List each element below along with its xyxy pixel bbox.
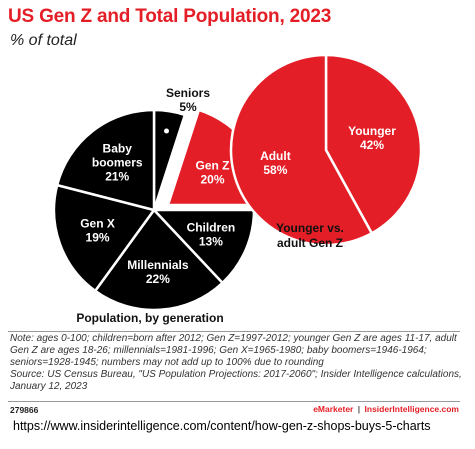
source-text: Source: US Census Bureau, "US Population… bbox=[10, 369, 462, 392]
pie-label-baby-boomers: Baby boomers 21% bbox=[92, 142, 143, 184]
chart-subtitle: % of total bbox=[10, 32, 77, 49]
pie-label-children: Children 13% bbox=[187, 221, 236, 249]
pie-slice-baby-boomers bbox=[55, 108, 156, 212]
chart-title: US Gen Z and Total Population, 2023 bbox=[8, 6, 332, 27]
pie-slice-gen-x bbox=[52, 183, 157, 293]
note-text: Note: ages 0-100; children=born after 20… bbox=[10, 333, 457, 368]
footer-divider bbox=[8, 401, 460, 402]
pie-label-gen-z: Gen Z 20% bbox=[195, 159, 229, 187]
note-divider bbox=[8, 331, 460, 332]
pie-label-seniors: Seniors 5% bbox=[166, 86, 210, 114]
brand-line: eMarketer | InsiderIntelligence.com bbox=[313, 404, 459, 414]
pie-label-younger: Younger 42% bbox=[348, 124, 396, 152]
chart-area: Seniors 5% Gen Z 20% Children 13% Millennials 2… bbox=[52, 53, 423, 325]
brand-insider-intelligence: InsiderIntelligence.com bbox=[364, 404, 459, 414]
pie-slice-younger bbox=[324, 53, 423, 235]
chart-id: 279866 bbox=[10, 405, 39, 415]
chart-note: Note: ages 0-100; children=born after 20… bbox=[10, 333, 462, 393]
brand-emarketer: eMarketer bbox=[313, 404, 354, 414]
pie-caption-younger-vs-adult-gen-z: Younger vs. adult Gen Z bbox=[276, 221, 344, 250]
pie-label-millennials: Millennials 22% bbox=[127, 258, 189, 286]
brand-separator: | bbox=[357, 404, 361, 414]
source-url[interactable]: https://www.insiderintelligence.com/cont… bbox=[13, 419, 431, 433]
pie-label-gen-x: Gen X 19% bbox=[80, 216, 115, 244]
pie-label-adult: Adult 58% bbox=[260, 149, 291, 177]
pie-chart-younger-vs-adult-gen-z: Younger 42% Adult 58% Younger vs. adult Gen Z bbox=[229, 53, 423, 250]
pie-slice-marker-seniors bbox=[164, 128, 170, 134]
pie-slice-adult bbox=[229, 53, 374, 247]
pie-caption-population-by-generation: Population, by generation bbox=[76, 311, 223, 325]
pie-slice-millennials bbox=[93, 208, 225, 312]
